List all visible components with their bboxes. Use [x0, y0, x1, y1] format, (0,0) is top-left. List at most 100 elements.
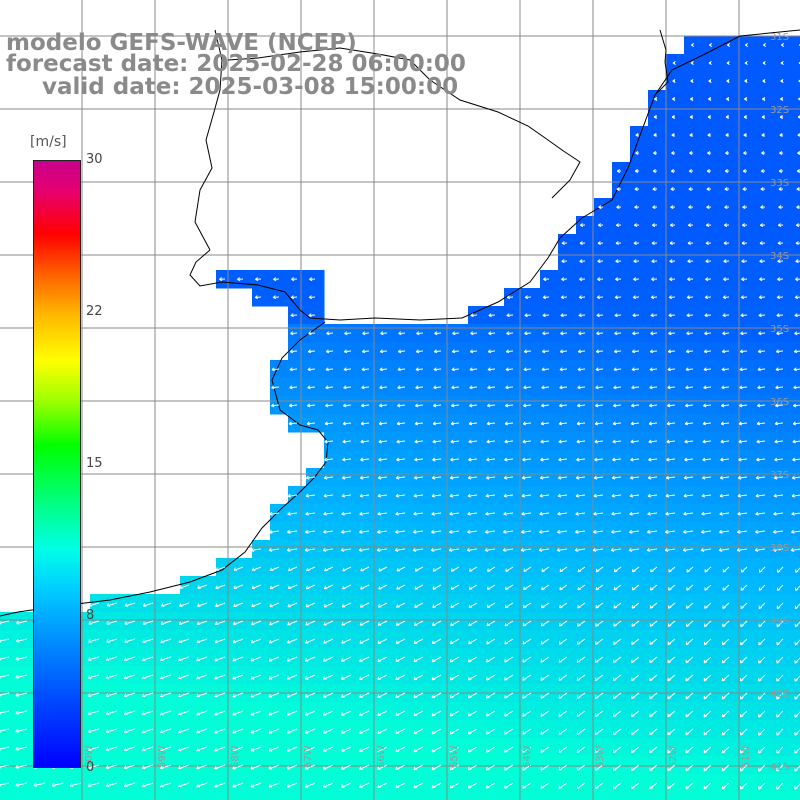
wind-arrow-head	[541, 403, 544, 407]
wind-arrow	[268, 674, 280, 680]
wind-cell	[378, 774, 397, 793]
wind-cell	[288, 702, 307, 721]
wind-arrow-head	[671, 151, 675, 154]
wind-cell	[738, 450, 757, 469]
wind-cell	[720, 234, 739, 253]
wind-arrow	[631, 386, 640, 389]
wind-cell	[576, 342, 595, 361]
wind-arrow-head	[451, 367, 455, 371]
wind-cell	[648, 360, 667, 379]
wind-arrow-head	[141, 657, 145, 661]
wind-arrow	[433, 422, 442, 425]
wind-cell	[738, 576, 757, 595]
wind-cell	[144, 792, 163, 800]
wind-arrow	[0, 728, 10, 732]
wind-arrow-head	[616, 205, 620, 208]
wind-arrow	[721, 386, 730, 389]
wind-cell	[468, 450, 487, 469]
wind-arrow-head	[178, 657, 181, 661]
wind-arrow	[106, 602, 118, 607]
wind-cell	[630, 576, 649, 595]
wind-arrow-head	[433, 367, 437, 371]
wind-arrow-head	[726, 43, 731, 46]
wind-arrow-head	[778, 205, 782, 208]
wind-cell	[180, 612, 199, 631]
wind-arrow-head	[577, 403, 580, 407]
wind-cell	[612, 468, 631, 487]
wind-cell	[648, 306, 667, 325]
wind-cell	[0, 792, 19, 800]
wind-cell	[378, 486, 397, 505]
wind-arrow	[757, 386, 766, 389]
wind-arrow	[632, 350, 640, 353]
wind-arrow	[305, 620, 316, 626]
wind-cell	[666, 648, 685, 667]
wind-cell	[342, 774, 361, 793]
wind-cell	[738, 432, 757, 451]
wind-arrow	[395, 710, 406, 717]
wind-arrow-head	[178, 765, 181, 769]
wind-cell	[522, 540, 541, 559]
wind-cell	[630, 558, 649, 577]
wind-cell	[630, 234, 649, 253]
wind-cell	[594, 594, 613, 613]
wind-arrow-head	[123, 693, 127, 697]
wind-cell	[360, 612, 379, 631]
wind-cell	[792, 792, 800, 800]
wind-cell	[486, 612, 505, 631]
wind-cell	[234, 648, 253, 667]
wind-arrow-head	[468, 586, 471, 590]
wind-arrow-head	[448, 547, 452, 551]
wind-arrow-head	[431, 748, 434, 752]
wind-arrow-head	[160, 675, 163, 679]
wind-cell	[216, 630, 235, 649]
wind-cell	[540, 324, 559, 343]
wind-arrow-head	[576, 713, 579, 717]
wind-cell	[774, 342, 793, 361]
wind-cell	[702, 198, 721, 217]
wind-arrow	[413, 782, 424, 789]
wind-cell	[612, 558, 631, 577]
wind-cell	[486, 414, 505, 433]
wind-cell	[198, 792, 217, 800]
wind-cell	[630, 378, 649, 397]
wind-arrow	[233, 620, 244, 626]
wind-arrow-head	[214, 675, 217, 679]
wind-arrow-head	[340, 547, 344, 551]
wind-cell	[648, 468, 667, 487]
wind-arrow-head	[487, 385, 491, 389]
wind-arrow-head	[524, 295, 528, 298]
border-west	[194, 29, 223, 251]
wind-arrow	[395, 764, 406, 771]
wind-arrow-head	[560, 313, 564, 316]
wind-arrow-head	[758, 331, 762, 334]
wind-cell	[252, 666, 271, 685]
wind-arrow-head	[450, 457, 454, 461]
wind-arrow-head	[179, 585, 182, 589]
wind-cell	[360, 540, 379, 559]
wind-arrow-head	[377, 784, 380, 788]
wind-cell	[648, 216, 667, 235]
wind-arrow-head	[614, 331, 618, 334]
wind-cell	[702, 486, 721, 505]
wind-arrow	[469, 404, 478, 407]
wind-arrow-head	[700, 547, 704, 551]
wind-cell	[90, 666, 109, 685]
wind-arrow-head	[666, 457, 670, 461]
wind-arrow	[415, 422, 424, 425]
wind-cell	[684, 558, 703, 577]
wind-cell	[216, 648, 235, 667]
wind-arrow-head	[379, 403, 382, 407]
wind-arrow-head	[540, 457, 544, 461]
wind-cell	[216, 612, 235, 631]
wind-arrow-head	[778, 187, 782, 190]
wind-cell	[396, 432, 415, 451]
wind-cell	[702, 306, 721, 325]
wind-cell	[252, 270, 271, 289]
wind-arrow-head	[272, 295, 276, 298]
wind-arrow	[415, 386, 424, 389]
wind-cell	[684, 342, 703, 361]
wind-cell	[396, 486, 415, 505]
wind-arrow-head	[305, 529, 308, 533]
wind-arrow	[755, 548, 766, 551]
